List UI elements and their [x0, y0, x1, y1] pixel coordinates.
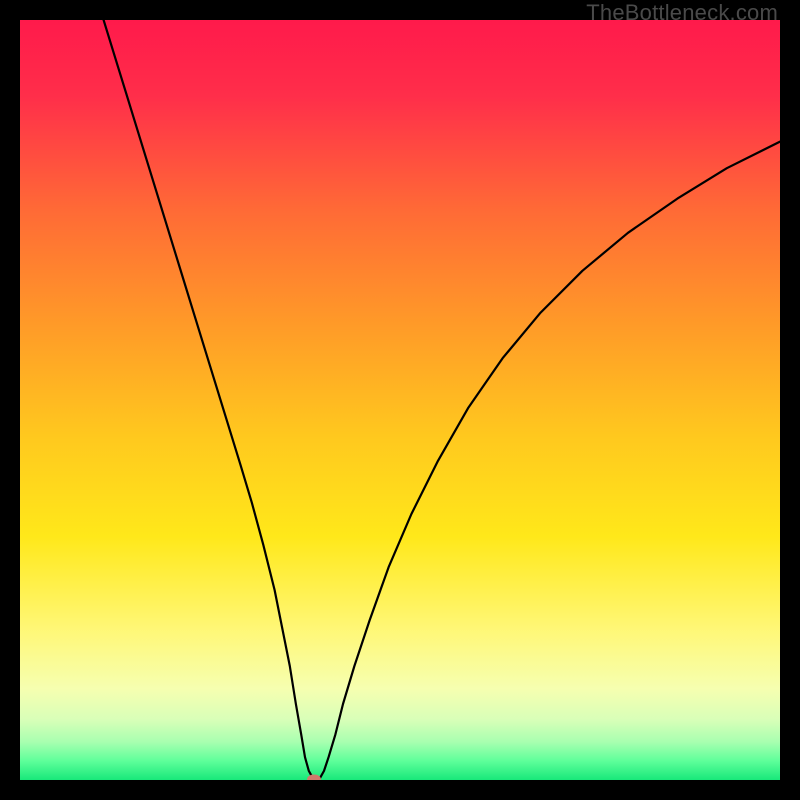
watermark-text: TheBottleneck.com [586, 0, 778, 26]
bottleneck-curve [104, 20, 780, 780]
chart-frame: TheBottleneck.com [0, 0, 800, 800]
curve-layer [20, 20, 780, 780]
minimum-marker [307, 775, 321, 781]
plot-area [20, 20, 780, 780]
